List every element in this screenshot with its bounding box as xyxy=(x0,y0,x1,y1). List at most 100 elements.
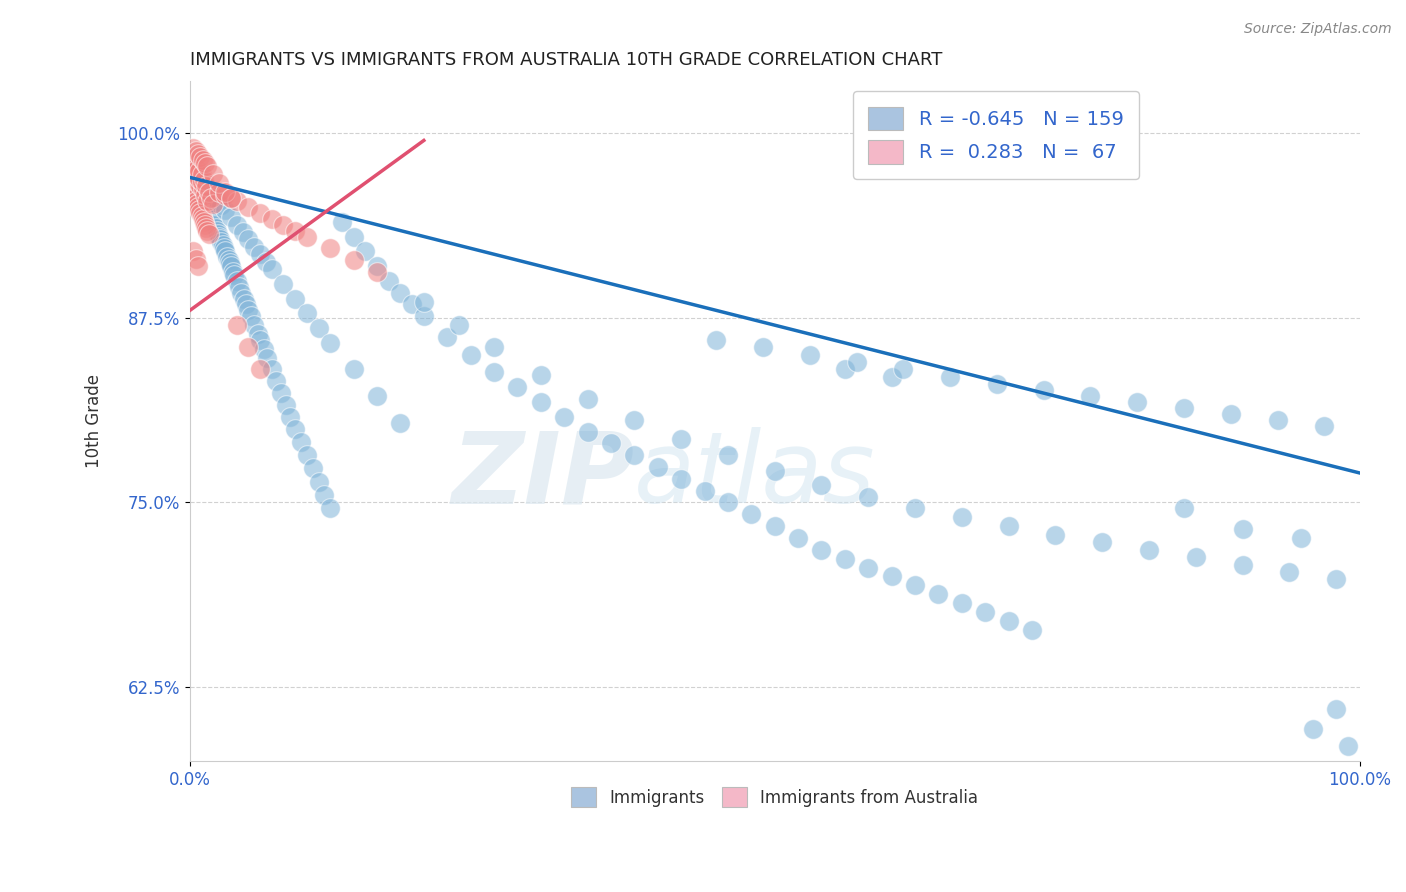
Point xyxy=(576,425,599,439)
Point xyxy=(950,510,973,524)
Point xyxy=(224,268,246,282)
Point xyxy=(187,259,209,273)
Point xyxy=(190,179,212,194)
Point xyxy=(202,215,225,229)
Point xyxy=(669,472,692,486)
Point xyxy=(927,587,949,601)
Point xyxy=(330,215,353,229)
Point xyxy=(204,218,226,232)
Point xyxy=(219,211,242,225)
Point xyxy=(880,370,903,384)
Point xyxy=(191,211,214,226)
Point xyxy=(184,173,207,187)
Point xyxy=(204,220,226,235)
Point xyxy=(197,202,219,217)
Point xyxy=(186,169,208,183)
Point xyxy=(200,185,222,199)
Point xyxy=(200,209,222,223)
Point xyxy=(190,150,212,164)
Point xyxy=(211,238,233,252)
Point xyxy=(184,173,207,187)
Point xyxy=(343,362,366,376)
Point xyxy=(717,495,740,509)
Point xyxy=(1137,542,1160,557)
Point xyxy=(314,488,336,502)
Point xyxy=(187,146,209,161)
Point xyxy=(858,490,880,504)
Point xyxy=(212,241,235,255)
Point xyxy=(343,229,366,244)
Point xyxy=(260,211,283,226)
Point xyxy=(704,333,727,347)
Point xyxy=(845,355,868,369)
Point xyxy=(997,519,1019,533)
Point xyxy=(252,342,274,356)
Point xyxy=(858,560,880,574)
Point xyxy=(204,189,226,203)
Point xyxy=(904,578,927,592)
Point xyxy=(939,370,962,384)
Point xyxy=(202,168,225,182)
Point xyxy=(219,259,242,273)
Point xyxy=(197,159,219,173)
Point xyxy=(1232,522,1254,536)
Point xyxy=(232,225,254,239)
Point xyxy=(482,340,505,354)
Point xyxy=(460,348,482,362)
Point xyxy=(211,198,233,212)
Point xyxy=(301,461,323,475)
Point xyxy=(249,333,271,347)
Point xyxy=(181,163,204,178)
Point xyxy=(1278,565,1301,579)
Point xyxy=(225,318,247,333)
Point xyxy=(184,144,207,158)
Point xyxy=(366,389,388,403)
Point xyxy=(208,177,231,191)
Point xyxy=(202,197,225,211)
Point xyxy=(284,224,307,238)
Point xyxy=(553,409,575,424)
Point xyxy=(193,177,215,191)
Point xyxy=(1232,558,1254,572)
Point xyxy=(284,421,307,435)
Point xyxy=(249,206,271,220)
Point xyxy=(186,161,208,176)
Point xyxy=(219,191,242,205)
Point xyxy=(238,232,260,246)
Point xyxy=(1126,395,1149,409)
Point xyxy=(1021,623,1043,637)
Point xyxy=(354,244,377,259)
Point xyxy=(183,170,205,185)
Point xyxy=(183,188,205,202)
Point xyxy=(1313,418,1336,433)
Point xyxy=(260,262,283,277)
Point xyxy=(763,519,786,533)
Point xyxy=(506,380,529,394)
Point xyxy=(1302,722,1324,736)
Point xyxy=(190,184,212,198)
Point xyxy=(256,351,278,365)
Point xyxy=(274,398,297,412)
Point xyxy=(377,274,399,288)
Point xyxy=(209,232,232,246)
Point xyxy=(997,614,1019,628)
Point xyxy=(246,326,269,341)
Point xyxy=(191,182,214,196)
Point xyxy=(197,224,219,238)
Point xyxy=(188,172,211,186)
Point xyxy=(1219,407,1241,421)
Point xyxy=(235,297,257,311)
Point xyxy=(1267,413,1289,427)
Point xyxy=(183,191,205,205)
Point xyxy=(1289,531,1312,545)
Point xyxy=(717,448,740,462)
Point xyxy=(1032,383,1054,397)
Point xyxy=(763,465,786,479)
Point xyxy=(228,279,250,293)
Point xyxy=(401,297,423,311)
Point xyxy=(389,416,412,430)
Point xyxy=(238,303,260,318)
Point xyxy=(194,194,217,208)
Text: IMMIGRANTS VS IMMIGRANTS FROM AUSTRALIA 10TH GRADE CORRELATION CHART: IMMIGRANTS VS IMMIGRANTS FROM AUSTRALIA … xyxy=(190,51,942,69)
Point xyxy=(190,206,212,220)
